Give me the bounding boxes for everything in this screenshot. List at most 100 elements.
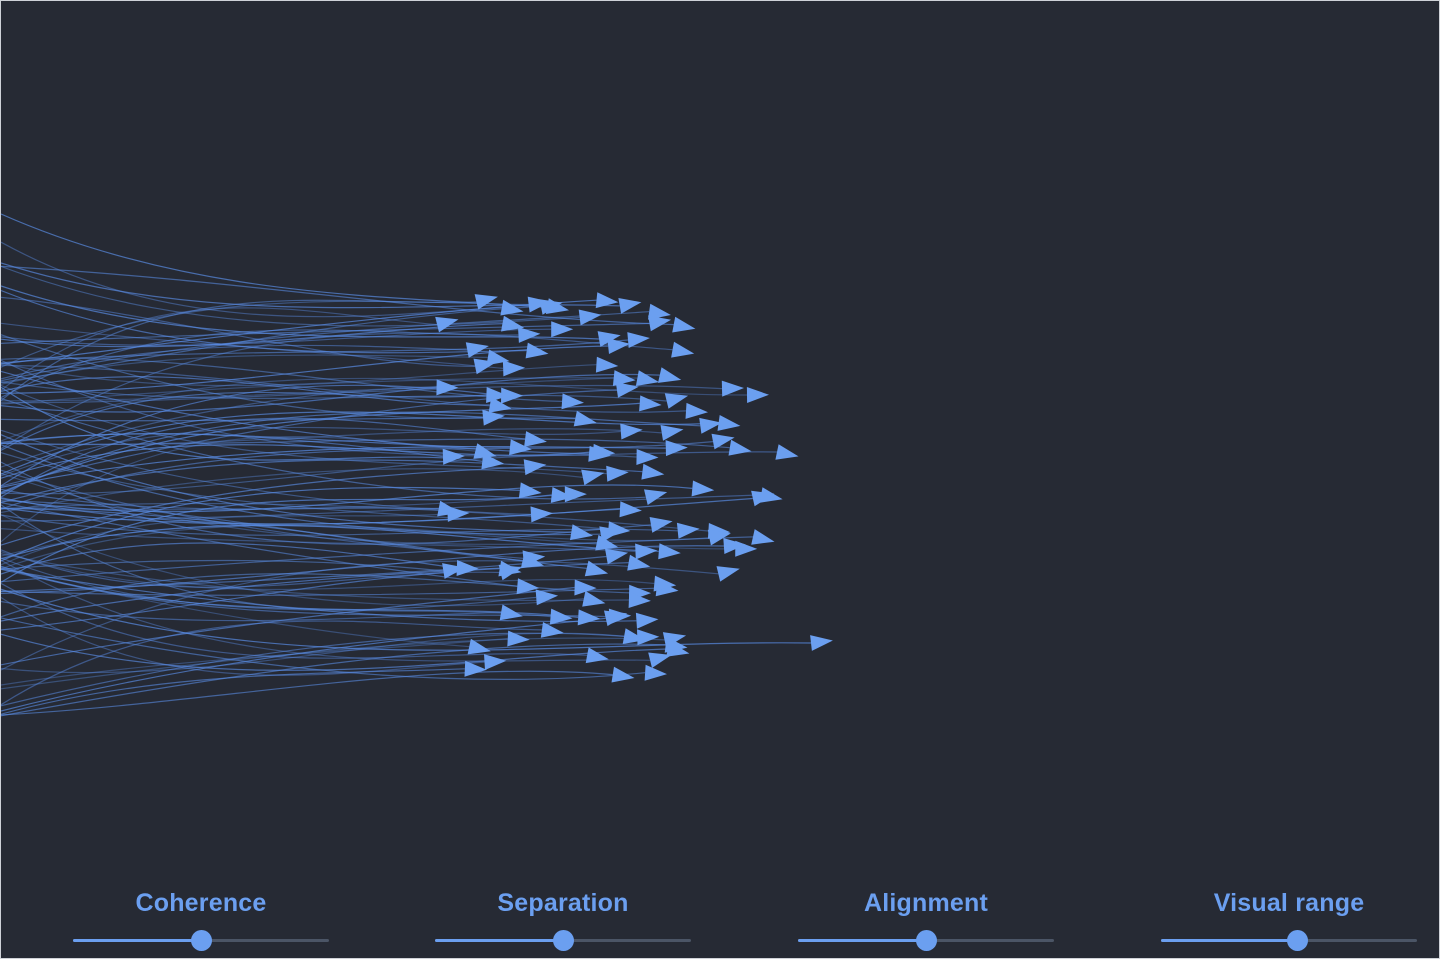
boid-trail — [1, 514, 584, 607]
boid-trail — [1, 426, 621, 477]
boid-trail — [1, 557, 551, 618]
boid-arrow — [746, 387, 769, 403]
coherence-slider[interactable] — [73, 930, 329, 951]
boid-arrow — [520, 552, 544, 569]
boid-arrow — [721, 380, 744, 397]
boid-arrow — [549, 608, 573, 625]
boid-arrow — [507, 630, 530, 647]
separation-label: Separation — [497, 889, 629, 917]
boid-trail — [1, 528, 636, 553]
boid-trail — [1, 620, 542, 706]
boid-trail — [1, 536, 754, 583]
boid-arrow — [573, 410, 597, 427]
boid-arrow — [482, 409, 505, 426]
boid-arrow — [635, 370, 659, 386]
separation-slider-fill — [435, 939, 563, 942]
visual-range-control: Visual range — [1161, 883, 1417, 953]
boid-arrow — [525, 342, 549, 359]
boid-arrow — [607, 338, 630, 354]
boid-arrow — [660, 425, 684, 441]
boid-arrow — [595, 356, 619, 373]
boid-trail — [1, 311, 650, 382]
boid-trail — [1, 466, 525, 546]
control-panel: Coherence Separation Alignment Visual ra… — [1, 861, 1439, 958]
boid-trail — [1, 500, 523, 562]
boid-arrow — [499, 604, 523, 621]
separation-slider-thumb[interactable] — [553, 930, 574, 951]
boid-arrow — [775, 444, 799, 460]
boid-trail — [1, 377, 638, 405]
coherence-slider-fill — [73, 939, 201, 942]
visual-range-slider-thumb[interactable] — [1286, 930, 1308, 951]
boid-arrow — [637, 629, 660, 646]
boid-trail — [1, 637, 508, 686]
boid-arrow — [582, 590, 606, 607]
boid-trail — [1, 486, 520, 562]
boid-arrow — [644, 489, 668, 505]
boid-arrow — [648, 303, 671, 320]
boid-arrow — [539, 299, 563, 315]
boid-arrow — [649, 517, 673, 533]
boid-trail — [1, 582, 588, 659]
boid-arrow — [611, 666, 635, 683]
boid-arrow — [488, 397, 512, 413]
boid-arrow — [574, 579, 597, 596]
boid-arrow — [635, 612, 659, 629]
coherence-label: Coherence — [135, 889, 267, 917]
boid-trail — [1, 514, 678, 536]
boid-arrow — [665, 440, 688, 457]
visual-range-slider[interactable] — [1161, 930, 1417, 951]
boid-trail — [1, 542, 457, 575]
boid-arrow — [501, 387, 524, 404]
boid-trail — [1, 502, 709, 532]
boid-arrow — [644, 664, 667, 681]
boid-arrow — [535, 589, 559, 606]
boid-arrow — [484, 654, 507, 670]
boid-trail — [1, 411, 719, 475]
boid-trail — [1, 241, 502, 318]
boid-trail — [1, 587, 657, 596]
boid-arrow — [723, 538, 746, 554]
boid-trail — [1, 559, 651, 662]
boid-arrow — [456, 560, 479, 576]
boid-trail — [1, 329, 519, 399]
boid-arrow — [597, 331, 621, 347]
boid-trail — [1, 454, 637, 495]
boid-arrow — [518, 327, 541, 343]
boid-arrow — [523, 459, 547, 476]
boid-trail — [1, 494, 762, 522]
boid-trail — [1, 364, 687, 413]
coherence-slider-thumb[interactable] — [191, 930, 212, 951]
boid-arrow — [728, 439, 752, 456]
separation-slider[interactable] — [435, 930, 691, 951]
boid-arrow — [641, 463, 665, 480]
boid-trail — [1, 389, 617, 487]
boid-arrow — [502, 360, 526, 377]
boid-trail — [1, 643, 666, 717]
alignment-slider[interactable] — [798, 930, 1054, 951]
boid-arrow — [658, 543, 681, 560]
boid-trail — [1, 328, 552, 346]
boid-arrow — [530, 506, 553, 523]
boid-trail — [1, 265, 580, 327]
boid-trail — [1, 461, 651, 545]
boid-trail — [1, 524, 659, 560]
alignment-slider-thumb[interactable] — [916, 930, 937, 951]
boid-trail — [1, 376, 490, 406]
boid-trail — [1, 332, 673, 450]
boid-arrow — [612, 370, 636, 386]
boid-arrow — [607, 521, 631, 538]
boid-arrow — [436, 379, 459, 396]
boid-arrow — [474, 294, 498, 310]
boid-arrow — [578, 309, 602, 326]
boid-trail — [1, 497, 753, 525]
boid-arrow — [561, 393, 584, 410]
boid-arrow — [707, 529, 731, 546]
boid-arrow — [595, 292, 619, 309]
boid-arrow — [810, 635, 833, 651]
boid-trail — [1, 617, 646, 680]
visual-range-slider-fill — [1161, 939, 1297, 942]
boid-arrow — [664, 393, 689, 409]
boid-arrow — [564, 486, 587, 503]
